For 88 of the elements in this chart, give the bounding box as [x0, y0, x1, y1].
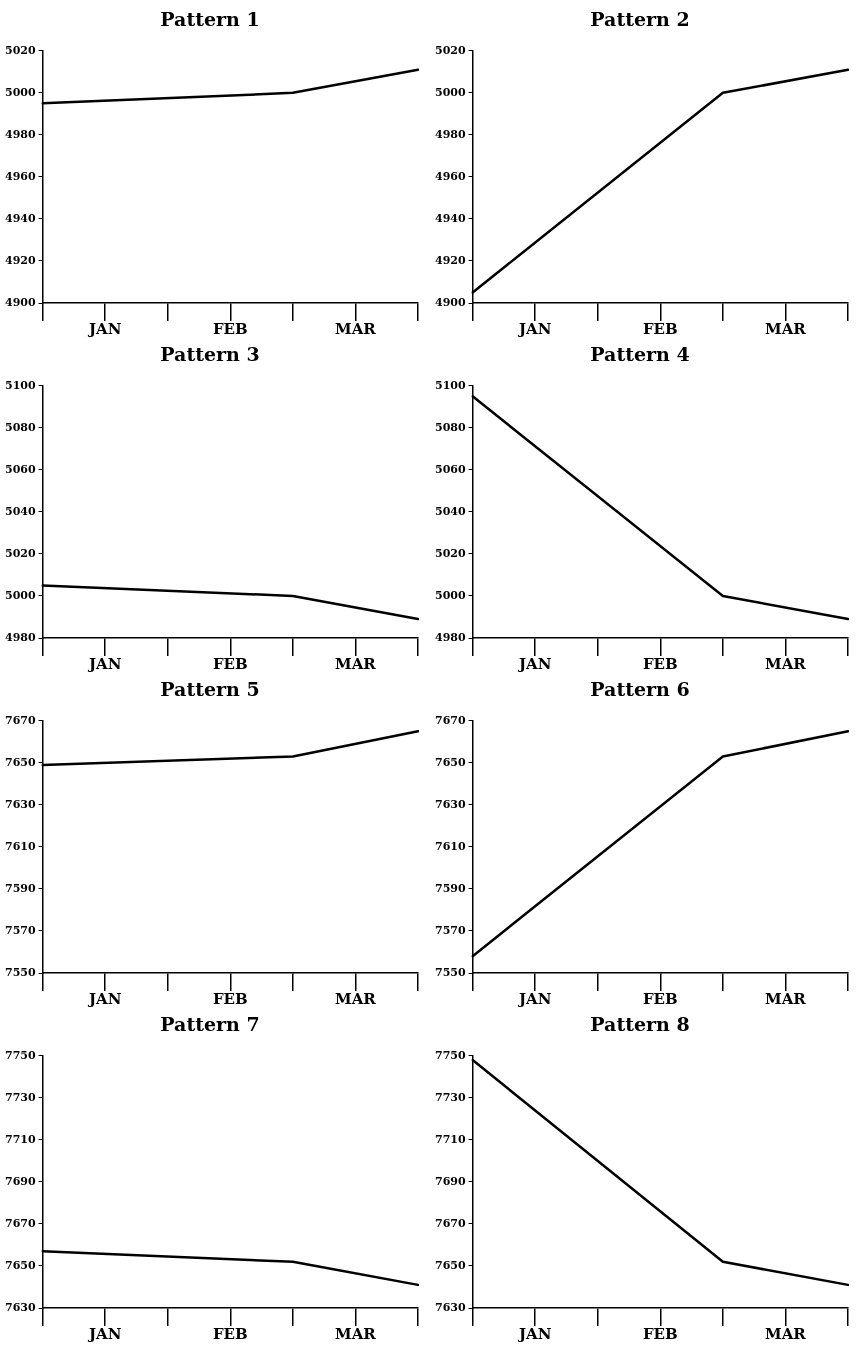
y-tick-label: 7610: [434, 839, 466, 853]
x-tick-label: FEB: [642, 654, 678, 673]
y-tick-label: 5020: [434, 43, 466, 57]
x-tick-label: FEB: [212, 319, 248, 338]
y-tick-label: 7650: [4, 755, 36, 769]
x-tick-label: MAR: [765, 319, 807, 338]
y-tick-label: 7630: [4, 1300, 36, 1314]
y-tick-label: 5100: [434, 378, 466, 392]
y-tick-label: 4900: [4, 295, 36, 309]
y-tick-label: 7590: [434, 881, 466, 895]
y-tick-label: 7570: [434, 923, 466, 937]
x-tick-label: MAR: [765, 654, 807, 673]
y-tick-label: 5080: [4, 420, 36, 434]
y-tick-label: 7630: [4, 797, 36, 811]
x-tick-label: FEB: [212, 1324, 248, 1343]
y-tick-label: 7670: [4, 713, 36, 727]
y-tick-label: 4960: [4, 169, 36, 183]
y-tick-label: 7610: [4, 839, 36, 853]
y-tick-label: 4940: [434, 211, 466, 225]
y-tick-label: 7550: [434, 965, 466, 979]
x-tick-label: JAN: [516, 1324, 552, 1343]
x-tick-label: MAR: [335, 989, 377, 1008]
y-tick-label: 5060: [4, 462, 36, 476]
x-tick-label: JAN: [516, 319, 552, 338]
y-tick-label: 7690: [4, 1174, 36, 1188]
y-tick-label: 7670: [434, 1216, 466, 1230]
y-tick-label: 5020: [4, 546, 36, 560]
chart-title: Pattern 3: [160, 343, 260, 366]
y-tick-label: 5020: [4, 43, 36, 57]
chart-title: Pattern 8: [590, 1013, 690, 1036]
x-tick-label: FEB: [212, 654, 248, 673]
chart-title: Pattern 1: [160, 8, 260, 31]
y-tick-label: 7670: [434, 713, 466, 727]
x-tick-label: FEB: [642, 1324, 678, 1343]
x-tick-label: MAR: [335, 1324, 377, 1343]
y-tick-label: 7670: [4, 1216, 36, 1230]
chart-title: Pattern 2: [590, 8, 690, 31]
y-tick-label: 7690: [434, 1174, 466, 1188]
y-tick-label: 4980: [4, 127, 36, 141]
y-tick-label: 7650: [434, 1258, 466, 1272]
y-tick-label: 4980: [434, 127, 466, 141]
x-tick-label: MAR: [335, 319, 377, 338]
y-tick-label: 5100: [4, 378, 36, 392]
y-tick-label: 7730: [4, 1090, 36, 1104]
y-tick-label: 7710: [4, 1132, 36, 1146]
x-tick-label: FEB: [212, 989, 248, 1008]
y-tick-label: 7590: [4, 881, 36, 895]
y-tick-label: 4980: [4, 630, 36, 644]
chart-title: Pattern 7: [160, 1013, 260, 1036]
y-tick-label: 7710: [434, 1132, 466, 1146]
x-tick-label: JAN: [516, 989, 552, 1008]
y-tick-label: 7750: [434, 1048, 466, 1062]
y-tick-label: 5000: [434, 588, 466, 602]
chart-title: Pattern 6: [590, 678, 690, 701]
y-tick-label: 4920: [4, 253, 36, 267]
x-tick-label: JAN: [86, 319, 122, 338]
y-tick-label: 4940: [4, 211, 36, 225]
x-tick-label: MAR: [765, 989, 807, 1008]
y-tick-label: 5040: [4, 504, 36, 518]
x-tick-label: MAR: [765, 1324, 807, 1343]
y-tick-label: 5020: [434, 546, 466, 560]
y-tick-label: 7630: [434, 797, 466, 811]
y-tick-label: 7730: [434, 1090, 466, 1104]
chart-title: Pattern 5: [160, 678, 260, 701]
x-tick-label: JAN: [86, 654, 122, 673]
y-tick-label: 5000: [4, 588, 36, 602]
x-tick-label: FEB: [642, 989, 678, 1008]
y-tick-label: 4980: [434, 630, 466, 644]
x-tick-label: MAR: [335, 654, 377, 673]
y-tick-label: 7650: [434, 755, 466, 769]
y-tick-label: 7650: [4, 1258, 36, 1272]
y-tick-label: 5060: [434, 462, 466, 476]
y-tick-label: 4900: [434, 295, 466, 309]
y-tick-label: 5000: [434, 85, 466, 99]
x-tick-label: FEB: [642, 319, 678, 338]
y-tick-label: 5000: [4, 85, 36, 99]
y-tick-label: 4960: [434, 169, 466, 183]
chart-title: Pattern 4: [590, 343, 690, 366]
y-tick-label: 7750: [4, 1048, 36, 1062]
x-tick-label: JAN: [516, 654, 552, 673]
y-tick-label: 7630: [434, 1300, 466, 1314]
x-tick-label: JAN: [86, 989, 122, 1008]
y-tick-label: 5040: [434, 504, 466, 518]
x-tick-label: JAN: [86, 1324, 122, 1343]
y-tick-label: 7570: [4, 923, 36, 937]
y-tick-label: 5080: [434, 420, 466, 434]
y-tick-label: 4920: [434, 253, 466, 267]
y-tick-label: 7550: [4, 965, 36, 979]
